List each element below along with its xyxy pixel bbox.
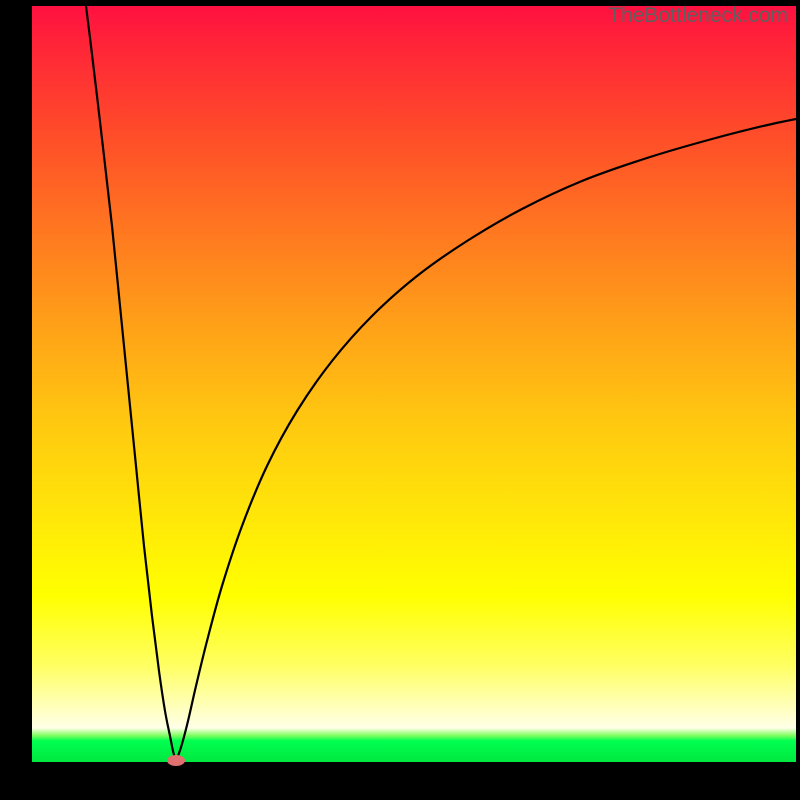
curve-segment: [176, 113, 800, 761]
watermark-text: TheBottleneck.com: [608, 4, 788, 28]
curve-segment: [86, 6, 176, 761]
minimum-marker: [167, 755, 185, 766]
chart-curves: [0, 0, 800, 800]
